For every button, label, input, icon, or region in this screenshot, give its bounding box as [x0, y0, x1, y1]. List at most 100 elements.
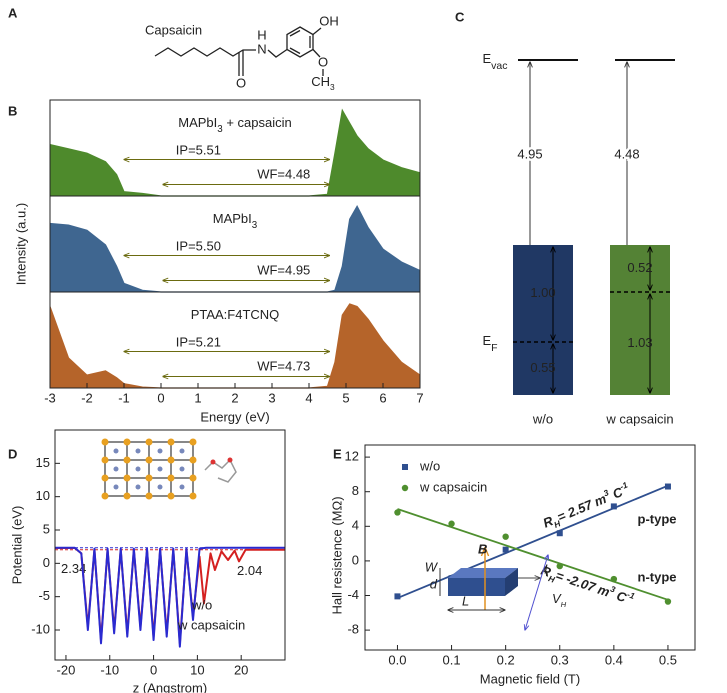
legend-label: w capsaicin — [419, 479, 487, 494]
panel-title: MAPbI3 — [213, 211, 258, 231]
label-part: 3 — [217, 124, 223, 135]
y-tick-label: 12 — [345, 449, 359, 464]
label-part: F — [491, 342, 497, 354]
x-tick-label: 20 — [234, 662, 248, 677]
data-point — [448, 520, 455, 527]
inset-atom — [179, 448, 185, 454]
y-tick-label: -10 — [31, 621, 50, 636]
x-tick-label: 0.3 — [551, 652, 569, 667]
panel-title: MAPbI3 + capsaicin — [178, 115, 291, 135]
fit-line — [397, 484, 669, 599]
carbon-chain — [154, 47, 256, 57]
legend-label: w/o — [419, 458, 440, 473]
spectrum-fill — [50, 304, 420, 388]
label-part: H — [553, 518, 563, 530]
label-part: H — [547, 573, 557, 585]
label-part: = 2.57 m — [555, 491, 609, 525]
wf-label: WF=4.48 — [257, 166, 310, 181]
energy-above-fermi: 1.00 — [530, 285, 555, 300]
work-function: 4.48 — [614, 146, 639, 161]
label-part: 3 — [252, 220, 258, 231]
energy-below-fermi: 1.03 — [627, 335, 652, 350]
inset-atom — [145, 438, 153, 446]
ring-double-bond — [289, 29, 301, 37]
inset-atom — [123, 456, 131, 464]
legend-marker — [402, 464, 408, 470]
work-function: 4.95 — [517, 146, 542, 161]
x-tick-label: 0 — [150, 662, 157, 677]
voltage-line — [525, 555, 548, 630]
benzene-ring — [286, 26, 314, 58]
label-part: C — [607, 484, 625, 503]
band-block — [610, 245, 670, 395]
panel-label: D — [8, 446, 17, 461]
y-tick-label: -4 — [347, 587, 359, 602]
wf-label: WF=4.95 — [257, 262, 310, 277]
device-side — [505, 568, 518, 596]
y-tick-label: -5 — [38, 588, 50, 603]
legend-marker — [401, 484, 409, 492]
inset-atom — [145, 474, 153, 482]
atom: O — [318, 54, 328, 69]
inset-atom — [227, 457, 233, 463]
inset-atom — [189, 456, 197, 464]
band-block — [513, 245, 573, 395]
label-part: E — [482, 51, 491, 66]
panel-label: E — [333, 446, 342, 461]
inset-atom — [167, 492, 175, 500]
data-point — [394, 593, 401, 600]
inset-atom — [113, 466, 119, 472]
label-part: 3 — [609, 584, 617, 595]
x-tick-label: 0.2 — [497, 652, 515, 667]
column-name: w/o — [532, 411, 553, 426]
atom: CH3 — [311, 74, 335, 92]
panel-title: PTAA:F4TCNQ — [191, 307, 280, 322]
plot-frame — [54, 429, 286, 661]
potential-line — [55, 546, 285, 648]
label-part: V — [552, 591, 562, 606]
atom: H — [257, 27, 266, 42]
label-part: PTAA:F4TCNQ — [191, 307, 280, 322]
data-point — [556, 530, 563, 537]
x-axis-label: Magnetic field (T) — [480, 671, 580, 686]
inset-atom — [189, 438, 197, 446]
y-axis-label: Hall resistence (MΩ) — [329, 496, 344, 614]
x-tick-label: 0.1 — [443, 652, 461, 667]
inset-atom — [101, 456, 109, 464]
inset-label: B — [478, 541, 487, 556]
x-axis-label: z (Angstrom) — [133, 680, 207, 693]
inset-label: I — [544, 561, 548, 576]
data-point — [610, 575, 618, 583]
x-tick-label: 4 — [305, 390, 312, 405]
inset-molecule — [204, 458, 237, 483]
inset-atom — [123, 438, 131, 446]
data-point — [664, 483, 671, 490]
device-top — [448, 568, 518, 578]
inset-atom — [189, 492, 197, 500]
inset-atom — [101, 474, 109, 482]
x-tick-label: 10 — [190, 662, 204, 677]
energy-above-fermi: 0.52 — [627, 260, 652, 275]
y-tick-label: 0 — [43, 555, 50, 570]
label-part: C — [611, 587, 629, 606]
x-tick-label: 5 — [342, 390, 349, 405]
label-part: + capsaicin — [223, 115, 292, 130]
spectrum-fill — [50, 110, 420, 196]
inset-atom — [113, 484, 119, 490]
energy-below-fermi: 0.55 — [530, 360, 555, 375]
inset-label: W — [425, 559, 439, 574]
reference-label: 2.34 — [61, 561, 86, 576]
carrier-type: n-type — [638, 569, 677, 584]
label-part: CH — [311, 74, 330, 89]
data-point — [610, 503, 617, 510]
x-tick-label: 0.0 — [388, 652, 406, 667]
fit-line — [397, 508, 669, 601]
y-tick-label: 5 — [43, 521, 50, 536]
ether-bond — [312, 49, 321, 58]
inset-atom — [135, 484, 141, 490]
y-tick-label: 4 — [352, 518, 359, 533]
inset-atom — [157, 448, 163, 454]
label-part: vac — [491, 60, 507, 72]
x-tick-label: -20 — [57, 662, 76, 677]
molecule-name: Capsaicin — [145, 22, 202, 37]
